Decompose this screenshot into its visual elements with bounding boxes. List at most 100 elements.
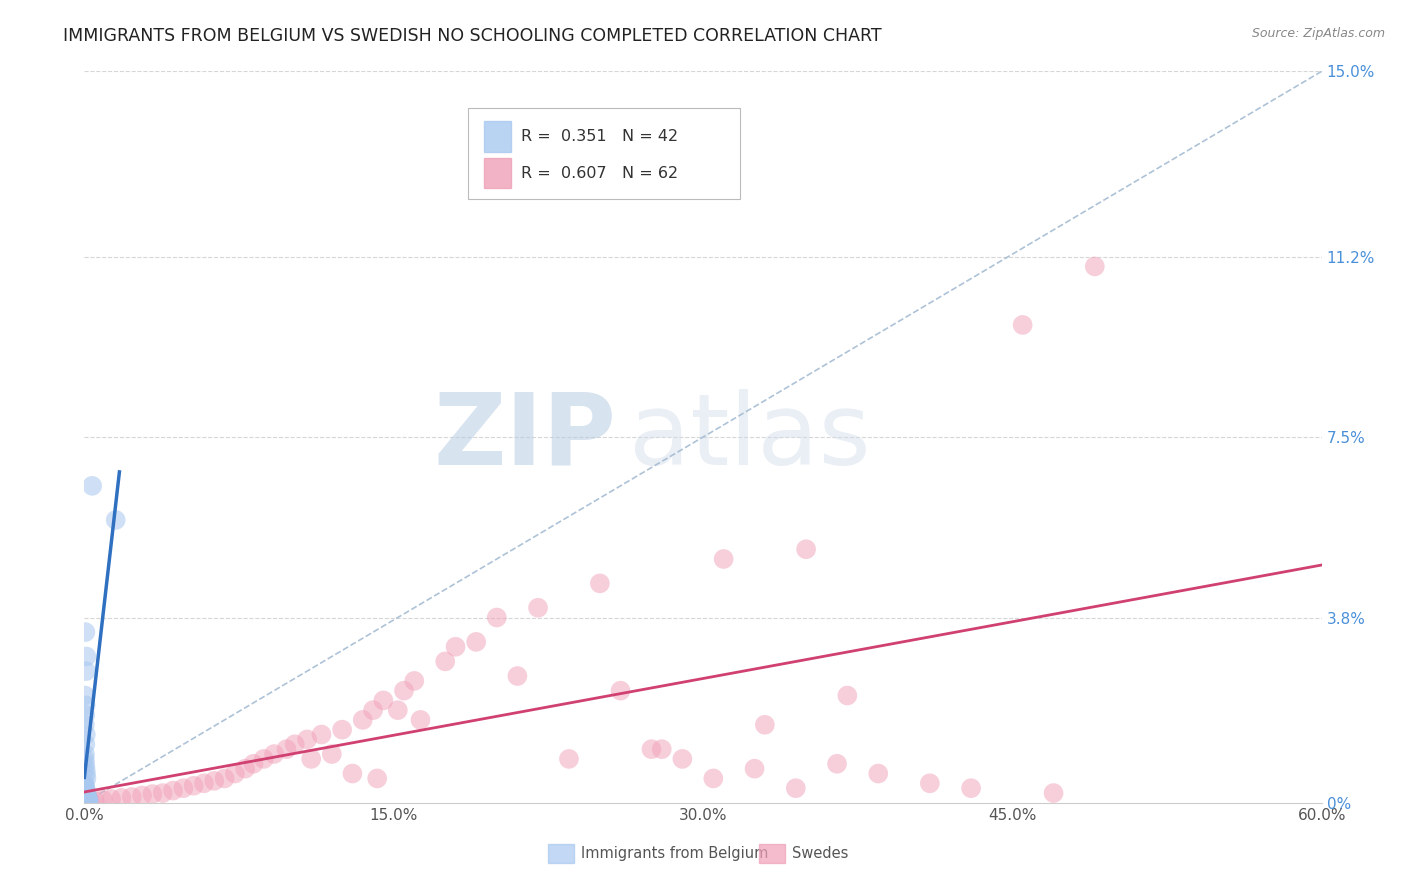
- Point: [321, 747, 343, 761]
- Point: [73, 781, 96, 796]
- Point: [311, 727, 333, 741]
- Text: Immigrants from Belgium: Immigrants from Belgium: [581, 847, 768, 861]
- Point: [75, 789, 97, 804]
- Point: [253, 752, 276, 766]
- Point: [825, 756, 848, 771]
- Point: [242, 756, 264, 771]
- Point: [75, 787, 97, 801]
- Point: [744, 762, 766, 776]
- Point: [76, 789, 98, 804]
- Point: [75, 792, 97, 806]
- Point: [193, 776, 215, 790]
- Point: [131, 789, 153, 803]
- Point: [75, 785, 97, 799]
- Text: IMMIGRANTS FROM BELGIUM VS SWEDISH NO SCHOOLING COMPLETED CORRELATION CHART: IMMIGRANTS FROM BELGIUM VS SWEDISH NO SC…: [63, 27, 882, 45]
- Point: [76, 791, 98, 805]
- Bar: [484, 121, 512, 152]
- Point: [75, 727, 97, 741]
- Point: [342, 766, 364, 780]
- Point: [224, 766, 246, 780]
- Point: [233, 762, 256, 776]
- Point: [918, 776, 941, 790]
- Point: [75, 789, 97, 803]
- Point: [485, 610, 508, 624]
- Point: [75, 737, 97, 751]
- Point: [152, 786, 174, 800]
- Point: [960, 781, 983, 796]
- Point: [702, 772, 724, 786]
- Text: Swedes: Swedes: [792, 847, 848, 861]
- Point: [589, 576, 612, 591]
- Point: [276, 742, 298, 756]
- Point: [91, 793, 114, 807]
- Point: [76, 793, 98, 807]
- Point: [868, 766, 890, 780]
- Point: [837, 689, 859, 703]
- Point: [713, 552, 735, 566]
- Point: [79, 794, 101, 808]
- Point: [444, 640, 467, 654]
- Point: [75, 772, 97, 786]
- Point: [404, 673, 426, 688]
- Point: [263, 747, 285, 761]
- Point: [76, 789, 98, 803]
- Bar: [484, 158, 512, 188]
- Point: [366, 772, 388, 786]
- Text: R =  0.607   N = 62: R = 0.607 N = 62: [522, 166, 678, 180]
- Text: ZIP: ZIP: [433, 389, 616, 485]
- Point: [754, 718, 776, 732]
- Point: [121, 789, 143, 804]
- Point: [671, 752, 693, 766]
- Point: [75, 781, 97, 796]
- Text: atlas: atlas: [628, 389, 870, 485]
- Point: [409, 713, 432, 727]
- Point: [361, 703, 384, 717]
- Point: [558, 752, 581, 766]
- Text: Source: ZipAtlas.com: Source: ZipAtlas.com: [1251, 27, 1385, 40]
- Point: [392, 683, 415, 698]
- Text: R =  0.351   N = 42: R = 0.351 N = 42: [522, 129, 678, 144]
- Point: [785, 781, 807, 796]
- Point: [506, 669, 529, 683]
- Point: [77, 794, 100, 808]
- Point: [100, 792, 122, 806]
- Point: [76, 787, 98, 801]
- Point: [73, 789, 96, 803]
- Point: [73, 789, 96, 804]
- Point: [75, 786, 97, 800]
- Point: [73, 779, 96, 793]
- Point: [214, 772, 236, 786]
- Point: [75, 625, 97, 640]
- Point: [75, 708, 97, 723]
- Point: [434, 654, 457, 668]
- Point: [73, 783, 96, 797]
- Point: [75, 649, 97, 664]
- Point: [527, 600, 550, 615]
- Point: [1084, 260, 1107, 274]
- Point: [172, 781, 194, 796]
- Point: [1042, 786, 1064, 800]
- Point: [162, 783, 184, 797]
- Point: [1011, 318, 1033, 332]
- Point: [77, 793, 100, 807]
- Point: [387, 703, 409, 717]
- Point: [75, 664, 97, 678]
- Point: [373, 693, 395, 707]
- Point: [83, 794, 105, 808]
- FancyBboxPatch shape: [468, 108, 740, 200]
- Point: [75, 793, 97, 807]
- Point: [73, 689, 96, 703]
- Point: [73, 776, 96, 790]
- Point: [295, 732, 318, 747]
- Point: [299, 752, 322, 766]
- Point: [73, 752, 96, 766]
- Point: [76, 792, 98, 806]
- Point: [202, 773, 225, 788]
- Point: [465, 635, 488, 649]
- Point: [651, 742, 673, 756]
- Point: [75, 766, 97, 780]
- Point: [82, 479, 104, 493]
- Point: [73, 747, 96, 761]
- Point: [284, 737, 307, 751]
- Point: [75, 783, 97, 797]
